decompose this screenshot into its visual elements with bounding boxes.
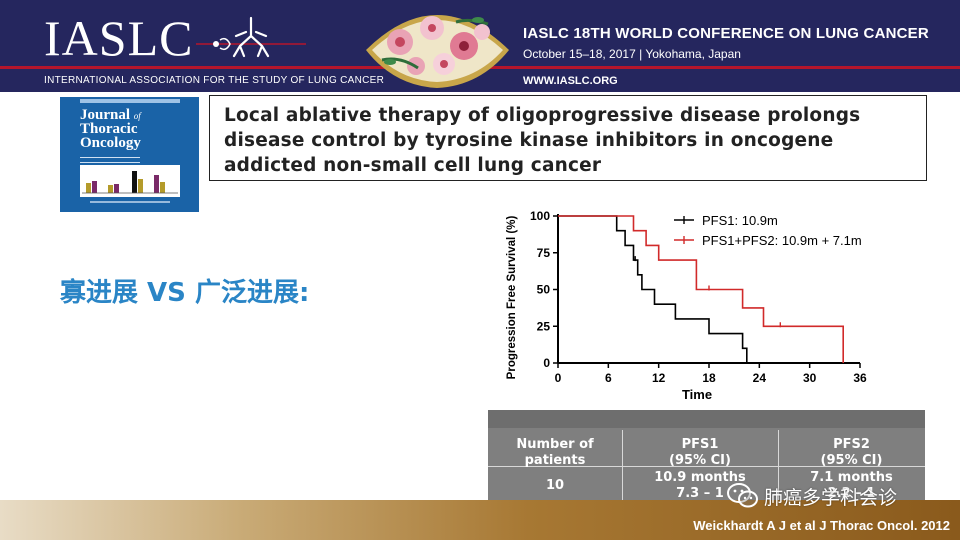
folding-fan-floral-art (366, 15, 509, 88)
x-tick-label: 12 (652, 371, 666, 385)
legend-label-2: PFS1+PFS2: 10.9m + 7.1m (702, 233, 862, 248)
results-table: Number of patients PFS1 (95% CI) PFS2 (95% … (488, 410, 925, 502)
series-line-2 (558, 215, 844, 363)
citation-text: Weickhardt A J et al J Thorac Oncol. 201… (693, 518, 950, 533)
paper-title: Local ablative therapy of oligoprogressi… (224, 103, 916, 178)
x-tick-label: 6 (605, 371, 612, 385)
y-tick-label: 25 (537, 319, 551, 333)
x-tick-label: 0 (555, 371, 562, 385)
y-tick-label: 50 (537, 283, 551, 297)
x-tick-label: 30 (803, 371, 817, 385)
conference-header: IASLC INTERNATIONAL ASSOCIATION FOR THE … (0, 0, 960, 92)
table-header-pfs1: PFS1 (95% CI) (669, 437, 731, 468)
paper-title-line: Local ablative therapy of oligoprogressi… (224, 105, 861, 126)
footer-bar (0, 500, 960, 540)
cover-rule (80, 157, 140, 163)
conference-title: IASLC 18TH WORLD CONFERENCE ON LUNG CANC… (523, 25, 929, 42)
journal-title-line1: Journal of (80, 107, 141, 123)
y-tick-label: 100 (530, 209, 550, 223)
y-tick-label: 0 (543, 356, 550, 370)
paper-title-line: addicted non-small cell lung cancer (224, 155, 602, 176)
y-tick-label: 75 (537, 246, 551, 260)
table-row-divider (488, 466, 925, 467)
table-cell-pfs2: 7.1 months 2.2 – 1 (810, 470, 893, 501)
legend-label-1: PFS1: 10.9m (702, 213, 778, 228)
cover-footer-line (90, 201, 170, 203)
series-line-1 (558, 215, 748, 363)
org-fullname: INTERNATIONAL ASSOCIATION FOR THE STUDY … (44, 75, 385, 86)
paper-title-box: Local ablative therapy of oligoprogressi… (209, 95, 927, 181)
x-axis-label: Time (682, 387, 712, 402)
lungs-logo-icon (196, 16, 306, 58)
conference-date-place: October 15–18, 2017 | Yokohama, Japan (523, 47, 741, 61)
wechat-icon (727, 483, 758, 508)
journal-title-line3: Oncology (80, 135, 141, 151)
table-cell-pfs1: 10.9 months 7.3 – 1 (654, 470, 746, 501)
cover-header-strip (80, 99, 180, 103)
table-top-bar (488, 410, 925, 428)
journal-title-line2: Thoracic (80, 121, 138, 137)
conference-website: WWW.IASLC.ORG (523, 75, 618, 87)
wechat-watermark: 肺癌多学科会诊 (726, 478, 897, 514)
watermark-text: 肺癌多学科会诊 (764, 486, 898, 509)
paper-title-line: disease control by tyrosine kinase inhib… (224, 130, 834, 151)
table-cell-number: 10 (545, 478, 565, 493)
y-axis-label: Progression Free Survival (%) (506, 216, 518, 380)
slide-heading: 寡进展 VS 广泛进展: (60, 278, 310, 308)
cover-bar-chart-graphic (80, 165, 180, 197)
kaplan-meier-chart: 0 25 50 75 100 0 6 12 18 24 30 36 Time Progression Fr… (506, 209, 867, 402)
table-header-pfs2: PFS2 (95% CI) (820, 437, 883, 468)
journal-cover-image: Journal of Thoracic Oncology (60, 97, 199, 212)
table-header-number: Number of patients (516, 437, 594, 468)
x-tick-label: 18 (702, 371, 716, 385)
x-tick-label: 24 (753, 371, 767, 385)
x-tick-label: 36 (853, 371, 867, 385)
iaslc-logo-text: IASLC (44, 10, 194, 66)
